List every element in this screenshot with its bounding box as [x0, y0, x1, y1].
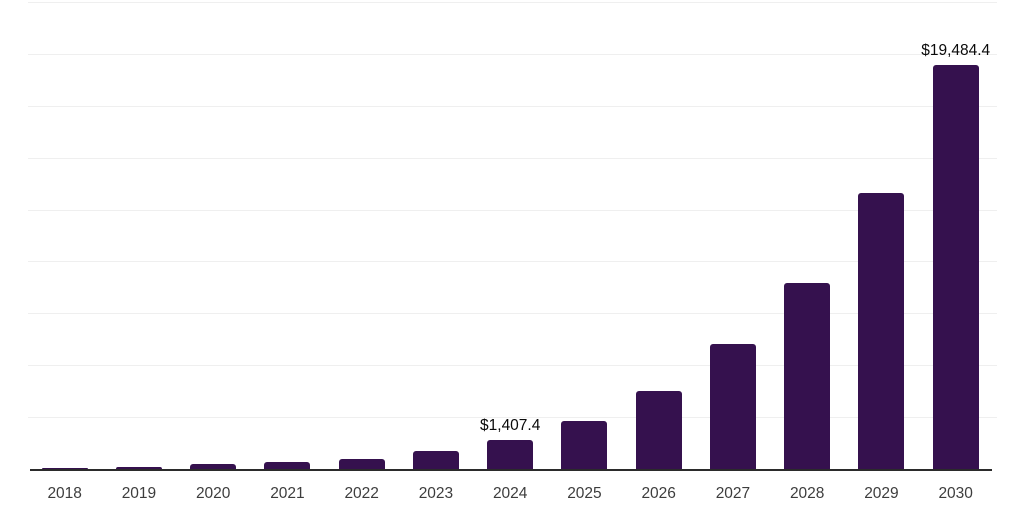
x-tick-label-2026: 2026	[641, 485, 676, 502]
gridline	[28, 157, 997, 159]
x-tick-label-2020: 2020	[195, 485, 231, 502]
bar-2023	[412, 451, 459, 469]
x-tick-label-2029: 2029	[864, 485, 899, 502]
x-tick-label-2024: 2024	[492, 485, 528, 502]
x-tick-label-2023: 2023	[418, 485, 454, 502]
x-tick-label-2022: 2022	[344, 485, 379, 502]
gridline	[28, 209, 997, 211]
gridline	[28, 105, 997, 107]
bar-2022	[338, 459, 385, 469]
gridline	[28, 53, 997, 55]
bar-2019	[115, 466, 162, 469]
bar-2029	[858, 193, 905, 469]
gridline	[28, 417, 997, 419]
data-label-2024: $1,407.4	[480, 416, 541, 434]
gridline	[28, 261, 997, 263]
bar-2030	[932, 64, 979, 469]
bar-2025	[561, 421, 608, 469]
bar-2021	[264, 461, 311, 469]
bar-2020	[190, 464, 237, 469]
data-label-2030: $19,484.4	[921, 41, 991, 59]
x-tick-label-2025: 2025	[567, 485, 602, 502]
bar-2018	[41, 467, 88, 469]
gridline	[28, 365, 997, 367]
x-axis-line	[30, 468, 992, 471]
gridline	[28, 2, 997, 3]
x-tick-label-2021: 2021	[270, 485, 305, 502]
x-tick-label-2028: 2028	[789, 485, 825, 502]
gridline	[28, 313, 997, 315]
bar-2024	[487, 439, 534, 469]
bar-2026	[635, 391, 682, 469]
x-tick-label-2018: 2018	[47, 485, 82, 502]
x-tick-label-2030: 2030	[938, 485, 973, 502]
x-tick-label-2019: 2019	[121, 485, 157, 502]
bar-2028	[784, 283, 831, 469]
bar-2027	[709, 344, 756, 469]
x-tick-label-2027: 2027	[715, 485, 751, 502]
